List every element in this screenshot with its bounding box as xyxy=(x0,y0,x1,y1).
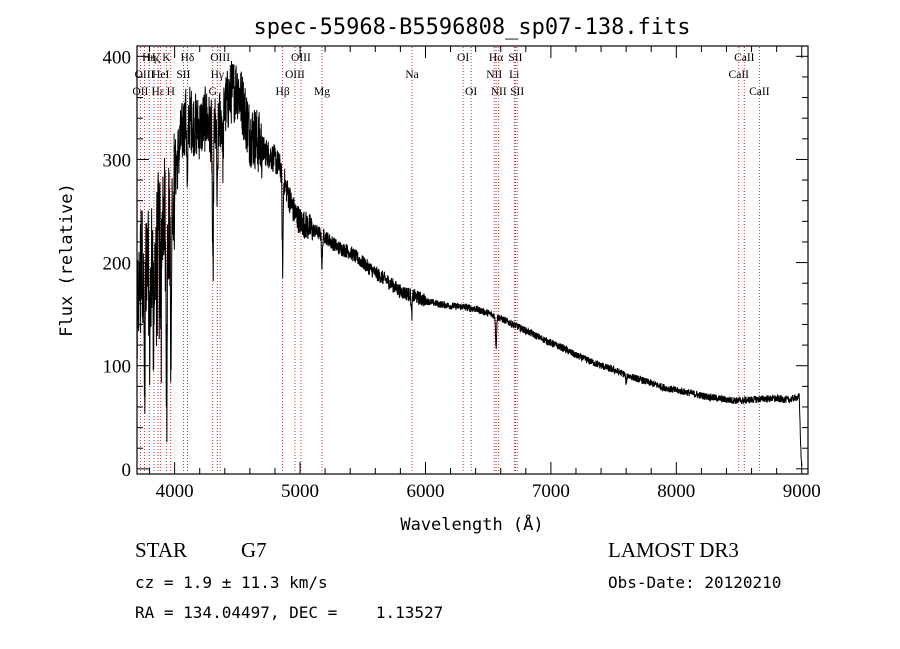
spectral-line-label: Hβ xyxy=(276,86,290,98)
spectrum-series xyxy=(136,61,803,466)
spectral-line-label: OI xyxy=(457,52,469,64)
spectral-line-label: OIII xyxy=(291,52,311,64)
y-tick-label: 300 xyxy=(103,150,132,171)
coordinates-info: RA = 134.04497, DEC = 1.13527 xyxy=(135,603,444,622)
spectral-line-label: SII xyxy=(510,86,524,98)
survey-name: LAMOST DR3 xyxy=(608,538,739,562)
spectral-line-label: Hα xyxy=(489,52,503,64)
spectral-line-label: SII xyxy=(508,52,522,64)
spectral-line-label: CaII xyxy=(734,52,755,64)
spectrum-line xyxy=(136,61,803,466)
x-tick-label: 7000 xyxy=(532,481,570,502)
spectral-line-label: HeI xyxy=(152,69,169,81)
spectral-line-label: Hε xyxy=(152,86,165,98)
spectral-line-label: Hγ xyxy=(211,69,224,81)
spectral-line-label: CaII xyxy=(749,86,770,98)
x-tick-label: 8000 xyxy=(657,481,695,502)
spectral-line-label: NII xyxy=(486,69,502,81)
spectral-line-label: H xyxy=(167,86,175,98)
spectral-line-label: OIII xyxy=(210,52,230,64)
x-tick-label: 4000 xyxy=(156,481,194,502)
spectral-line-label: K xyxy=(162,52,171,64)
y-tick-label: 100 xyxy=(103,357,132,378)
spectral-line-label: OII xyxy=(132,86,148,98)
x-tick-label: 6000 xyxy=(406,481,444,502)
object-subclass: G7 xyxy=(241,538,267,562)
y-tick-label: 0 xyxy=(122,460,132,481)
spectral-line-label: OIII xyxy=(285,69,305,81)
spectral-line-label: Hδ xyxy=(181,52,195,64)
plot-frame xyxy=(136,45,809,475)
object-class: STAR xyxy=(135,538,187,562)
spectral-line-label: NII xyxy=(491,86,507,98)
spectral-line-label: Hζ xyxy=(147,52,160,64)
axes: 4000 5000 6000 7000 8000 9000 0 100 200 300 400 xyxy=(103,46,821,502)
spectral-line-label: OI xyxy=(465,86,477,98)
y-tick-label: 400 xyxy=(103,47,132,68)
x-axis-label: Wavelength (Å) xyxy=(400,513,543,535)
y-tick-label: 200 xyxy=(103,254,132,275)
x-tick-label: 5000 xyxy=(281,481,319,502)
spectral-line-label: G xyxy=(209,86,217,98)
spectral-line-label: CaII xyxy=(729,69,750,81)
x-tick-label: 9000 xyxy=(783,481,821,502)
spectral-line-label: Hη xyxy=(142,52,156,64)
y-axis-label: Flux (relative) xyxy=(57,183,77,337)
observation-date: Obs-Date: 20120210 xyxy=(608,573,782,592)
spectral-line-label: Li xyxy=(509,69,519,81)
redshift-info: cz = 1.9 ± 11.3 km/s xyxy=(135,573,328,592)
chart-title: spec-55968-B5596808_sp07-138.fits xyxy=(253,15,690,40)
spectral-line-label: Na xyxy=(405,69,418,81)
spectral-line-label: SII xyxy=(176,69,190,81)
spectral-line-label: Mg xyxy=(314,86,330,98)
